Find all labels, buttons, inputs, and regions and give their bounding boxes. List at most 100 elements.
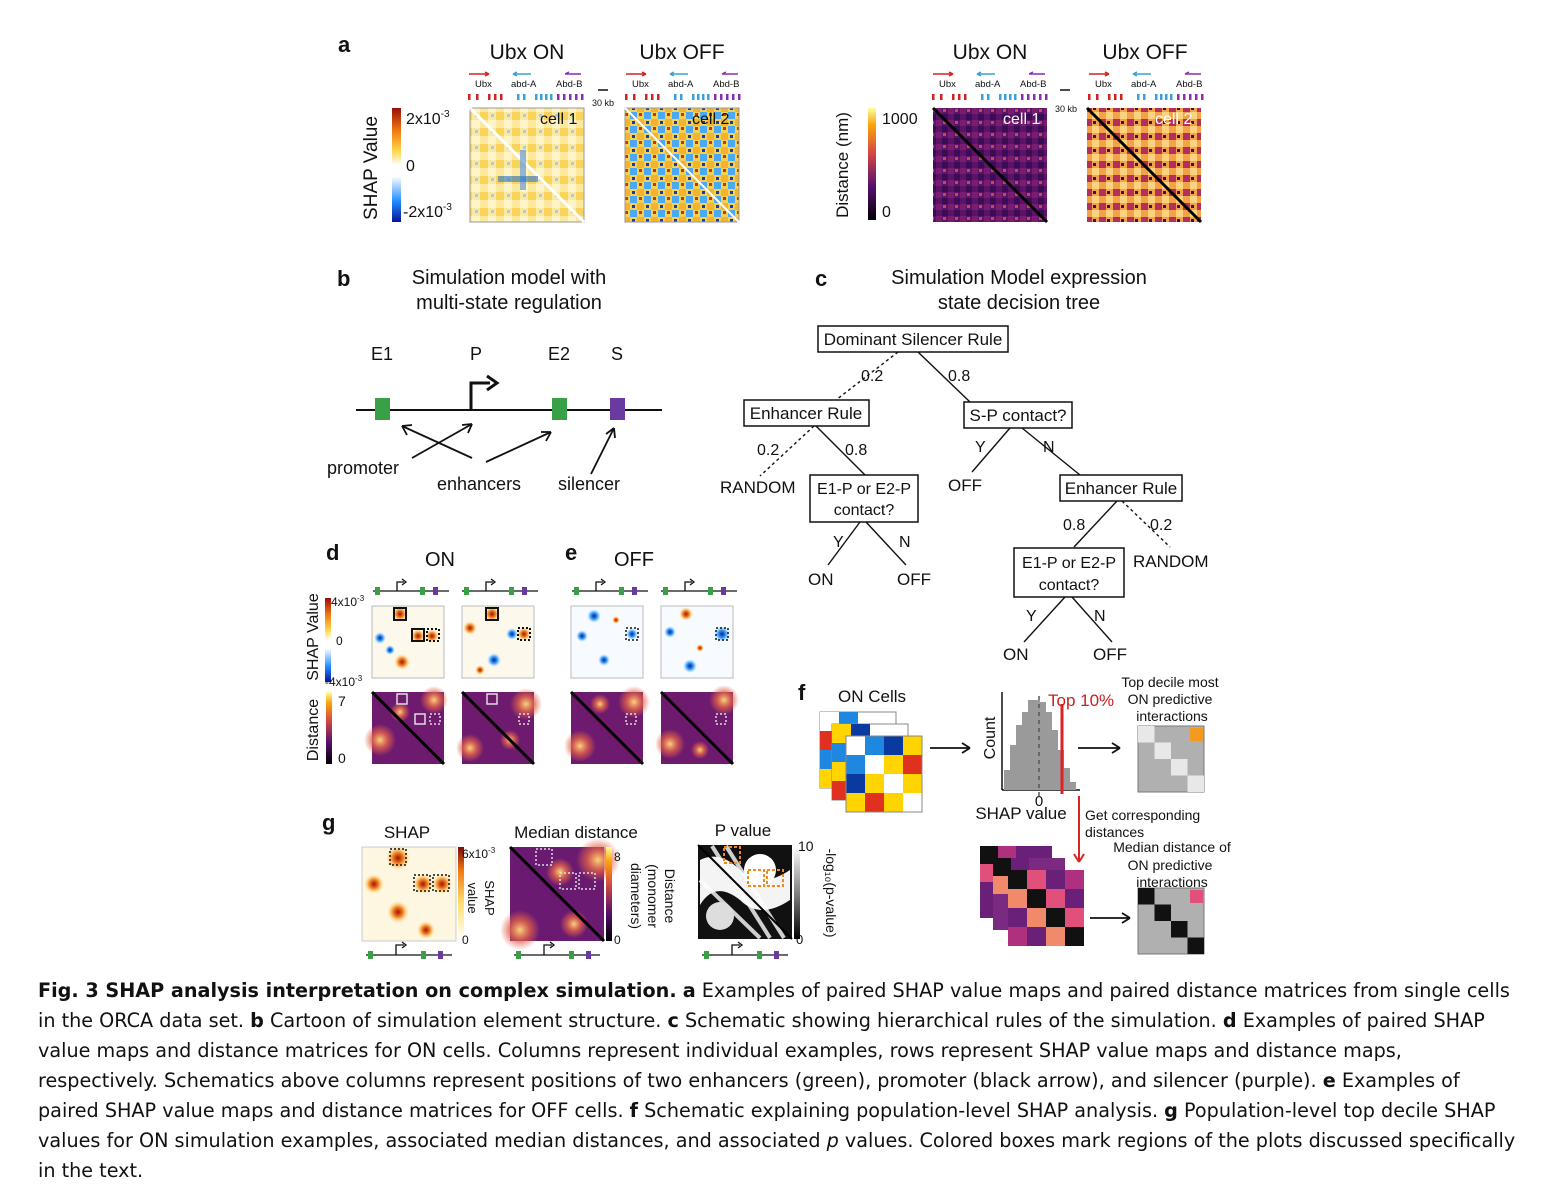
gene-label-abd-a: abd-A [1131, 79, 1157, 90]
g-median-distance-map [500, 838, 620, 950]
shap-colorbar-d [325, 598, 331, 682]
panel-letter-g: g [322, 810, 335, 835]
caption-text-g-1: Population-level top decile SHAP values … [38, 1099, 1496, 1152]
shap-map-on-2 [461, 605, 535, 679]
edge-label-n: N [1043, 439, 1055, 456]
get-distances-line-1: Get corresponding [1085, 807, 1200, 823]
arrow-right-icon [1078, 742, 1121, 754]
element-schematic [514, 941, 600, 959]
shap-tick-top-d: 4x10-3 [331, 594, 365, 609]
leaf-off: OFF [1093, 645, 1127, 664]
distance-map-on-1 [364, 686, 448, 766]
g-shap-cbar-top: 6x10-3 [462, 846, 496, 861]
gene-track-a1: Ubx abd-A Abd-B [468, 71, 584, 100]
label-promoter: promoter [327, 458, 399, 478]
element-schematic [572, 578, 648, 595]
caption-fig-label: Fig. 3 SHAP analysis interpretation on c… [38, 979, 677, 1002]
svg-text:contact?: contact? [1039, 577, 1100, 594]
g-pvalue-colorbar [794, 847, 800, 939]
promoter-arrow-icon [469, 381, 490, 410]
svg-text:E1-P or E2-P: E1-P or E2-P [817, 481, 911, 498]
caption-letter-a: a [682, 979, 696, 1002]
caption-letter-d: d [1222, 1009, 1237, 1032]
edge-label-y: Y [975, 439, 986, 456]
enhancer-e2 [552, 398, 567, 420]
distance-map-off-1 [564, 686, 650, 766]
figure: a Ubx ON Ubx OFF Ubx ON Ubx OFF Ubx abd-… [305, 32, 1231, 959]
get-distances-line-2: distances [1085, 824, 1144, 840]
g-shap-title: SHAP [384, 823, 430, 842]
scale-label: 30 kb [592, 98, 614, 108]
distance-map-cell-1: cell 1 [931, 106, 1049, 224]
svg-text:Enhancer Rule: Enhancer Rule [750, 404, 862, 423]
panel-a-title-ubx-off: Ubx OFF [639, 41, 724, 64]
median-line-2: ON predictive [1128, 857, 1213, 873]
tree-node-enhancer-rule-2: Enhancer Rule [1059, 474, 1183, 502]
caption-letter-b: b [250, 1009, 264, 1032]
gene-label-abd-b: Abd-B [1176, 79, 1202, 90]
shap-map-off-1 [570, 605, 644, 679]
shap-tick-mid-d: 0 [336, 634, 343, 648]
arrow-right-icon [930, 742, 971, 754]
edge-label-0.2: 0.2 [861, 368, 883, 385]
edge-label-0.8: 0.8 [845, 442, 867, 459]
shap-map-cell-1: cell 1 [468, 106, 586, 224]
svg-text:Enhancer Rule: Enhancer Rule [1065, 479, 1177, 498]
label-silencer: silencer [558, 474, 620, 494]
edge-label-y: Y [1026, 608, 1037, 625]
scale-label: 30 kb [1055, 104, 1077, 114]
gene-label-abd-b: Abd-B [1020, 79, 1046, 90]
arrow-down-icon [1073, 796, 1085, 863]
panel-letter-c: c [815, 266, 827, 291]
distance-tick-bottom-d: 0 [338, 750, 346, 766]
g-p-cbar-bottom: 0 [796, 932, 803, 947]
leaf-off: OFF [948, 476, 982, 495]
svg-text:E1-P or E2-P: E1-P or E2-P [1022, 555, 1116, 572]
distance-colorbar [868, 108, 876, 220]
gene-label-ubx: Ubx [475, 79, 492, 90]
gene-label-ubx: Ubx [1095, 79, 1112, 90]
distance-colorbar-d [326, 692, 332, 764]
g-shap-colorbar [458, 847, 464, 941]
gene-label-abd-a: abd-A [668, 79, 694, 90]
panel-b-title-2: multi-state regulation [416, 292, 602, 314]
panel-a-title-ubx-on-right: Ubx ON [953, 41, 1028, 64]
edge-label-n: N [899, 534, 911, 551]
distance-axis-label: Distance (nm) [833, 112, 852, 218]
distance-tick-top: 1000 [882, 111, 918, 128]
on-cells-matrix-stack [819, 711, 923, 813]
caption-text-b: Cartoon of simulation element structure. [263, 1009, 668, 1032]
tree-node-contact-2: E1-P or E2-P contact? [1013, 547, 1125, 598]
g-p-cbar-top: 10 [798, 838, 814, 854]
caption-text-g-2: values. Colored boxes mark regions of th… [38, 1129, 1516, 1182]
gene-label-abd-a: abd-A [975, 79, 1001, 90]
distance-tick-bottom: 0 [882, 204, 891, 221]
g-dist-label-2: (monomer [645, 864, 661, 928]
gene-label-abd-a: abd-A [511, 79, 537, 90]
shap-tick-top: 2x10-3 [406, 109, 450, 128]
shap-tick-bottom: -2x10-3 [403, 202, 452, 221]
caption-letter-f: f [629, 1099, 639, 1122]
caption-letter-g: g [1164, 1099, 1178, 1122]
edge-label-y: Y [833, 534, 844, 551]
edge-label-0.2: 0.2 [1150, 517, 1172, 534]
shap-axis-label-d: SHAP Value [305, 593, 322, 681]
edge-label-0.8: 0.8 [1063, 517, 1085, 534]
panel-letter-d: d [326, 540, 339, 565]
svg-text:contact?: contact? [834, 502, 895, 519]
tree-node-sp-contact: S-P contact? [963, 401, 1073, 429]
g-p-label: -log₁₀(p-value) [823, 848, 839, 937]
median-distance-matrix [1137, 887, 1205, 955]
g-dist-label-1: Distance [662, 869, 678, 924]
leaf-on: ON [808, 570, 834, 589]
leaf-off: OFF [897, 570, 931, 589]
panel-letter-f: f [798, 680, 806, 705]
top-decile-line-2: ON predictive [1128, 691, 1213, 707]
element-label-s: S [611, 344, 623, 364]
g-dist-label-3: diameters) [628, 863, 644, 929]
element-schematic [702, 941, 788, 959]
element-schematic [373, 578, 449, 595]
caption-p: p [826, 1129, 839, 1152]
distance-map-on-2 [456, 688, 542, 766]
gene-label-ubx: Ubx [632, 79, 649, 90]
